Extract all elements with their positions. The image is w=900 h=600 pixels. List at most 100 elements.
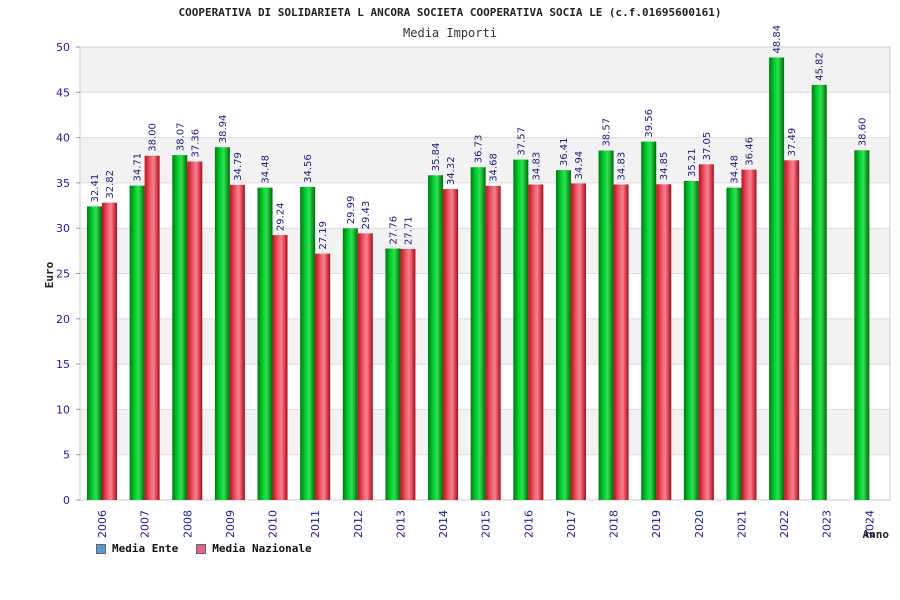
x-tick-label: 2008 xyxy=(181,510,194,538)
bar-media-ente xyxy=(726,187,742,500)
x-tick-label: 2015 xyxy=(480,510,493,538)
x-tick-label: 2010 xyxy=(267,510,280,538)
x-tick-label: 2020 xyxy=(693,510,706,538)
bar-media-nazionale xyxy=(272,235,288,500)
x-tick-label: 2009 xyxy=(224,510,237,538)
data-label: 37.36 xyxy=(190,129,201,158)
bar-media-ente xyxy=(854,150,870,500)
bar-media-ente xyxy=(470,167,486,500)
y-tick-label: 35 xyxy=(56,177,70,190)
data-label: 37.49 xyxy=(787,128,798,157)
x-tick-label: 2006 xyxy=(96,510,109,538)
data-label: 29.43 xyxy=(361,201,372,230)
bar-media-ente xyxy=(769,57,785,500)
data-label: 34.83 xyxy=(617,152,628,181)
y-tick-label: 20 xyxy=(56,313,70,326)
data-label: 27.19 xyxy=(318,221,329,250)
bar-media-ente xyxy=(300,186,316,500)
x-tick-label: 2017 xyxy=(565,510,578,538)
bar-media-nazionale xyxy=(357,233,373,500)
x-tick-label: 2023 xyxy=(821,510,834,538)
bar-media-ente xyxy=(811,84,827,501)
y-tick-label: 50 xyxy=(56,41,70,54)
data-label: 32.82 xyxy=(105,170,116,199)
bar-media-nazionale xyxy=(229,184,245,500)
data-label: 34.85 xyxy=(659,152,670,181)
bar-media-nazionale xyxy=(187,161,203,500)
data-label: 48.84 xyxy=(772,25,783,54)
y-tick-label: 25 xyxy=(56,268,70,281)
bar-media-nazionale xyxy=(315,253,331,500)
bar-media-ente xyxy=(257,187,273,500)
x-tick-label: 2014 xyxy=(437,510,450,538)
bar-media-ente xyxy=(598,150,614,501)
x-tick-label: 2018 xyxy=(608,510,621,538)
x-tick-label: 2022 xyxy=(778,510,791,538)
x-tick-label: 2013 xyxy=(394,510,407,538)
legend-label-media-ente: Media Ente xyxy=(112,542,179,555)
bar-media-ente xyxy=(641,141,657,500)
bar-media-nazionale xyxy=(485,185,501,500)
data-label: 38.07 xyxy=(175,122,186,151)
bar-media-ente xyxy=(555,170,571,500)
data-label: 36.46 xyxy=(744,137,755,166)
x-tick-label: 2012 xyxy=(352,510,365,538)
bar-media-ente xyxy=(87,206,102,500)
legend-swatch-media-ente xyxy=(96,543,106,554)
data-label: 45.82 xyxy=(815,52,826,81)
bar-media-nazionale xyxy=(784,160,800,500)
data-label: 34.48 xyxy=(729,155,740,184)
y-tick-label: 5 xyxy=(63,449,70,462)
y-axis-label: Euro xyxy=(43,261,56,288)
data-label: 36.41 xyxy=(559,137,570,166)
data-label: 29.24 xyxy=(276,202,287,231)
bars-group xyxy=(87,57,870,501)
data-label: 37.05 xyxy=(702,132,713,161)
x-axis-label: Anno xyxy=(863,528,890,541)
bar-media-nazionale xyxy=(741,169,757,500)
bar-media-nazionale xyxy=(400,248,416,500)
data-label: 34.94 xyxy=(574,151,585,180)
plot-band xyxy=(80,47,890,93)
data-label: 38.00 xyxy=(148,123,159,152)
x-tick-label: 2021 xyxy=(735,510,748,538)
y-axis-ticks: 0 5 10 15 20 25 30 35 40 45 50 xyxy=(56,41,80,507)
data-label: 34.79 xyxy=(233,152,244,181)
x-tick-label: 2016 xyxy=(522,510,535,538)
data-label: 32.41 xyxy=(90,174,101,203)
bar-media-ente xyxy=(342,228,358,501)
bar-media-ente xyxy=(385,248,401,500)
chart-title: COOPERATIVA DI SOLIDARIETA L ANCORA SOCI… xyxy=(178,6,721,19)
bar-media-ente xyxy=(172,155,188,500)
data-label: 38.57 xyxy=(602,118,613,147)
y-tick-label: 0 xyxy=(63,494,70,507)
legend-item-media-nazionale: Media Nazionale xyxy=(196,542,312,555)
data-label: 34.56 xyxy=(303,154,314,183)
legend: Media Ente Media Nazionale xyxy=(96,542,312,555)
data-label: 34.68 xyxy=(489,153,500,182)
bar-media-nazionale xyxy=(698,164,714,500)
legend-item-media-ente: Media Ente xyxy=(96,542,178,555)
y-tick-label: 30 xyxy=(56,222,70,235)
data-label: 29.99 xyxy=(346,196,357,225)
data-label: 38.60 xyxy=(857,118,868,147)
data-label: 27.71 xyxy=(403,216,414,245)
data-label: 27.76 xyxy=(388,216,399,245)
chart-subtitle: Media Importi xyxy=(403,26,497,40)
legend-swatch-media-nazionale xyxy=(196,543,207,554)
value-labels-group: 32.41 34.71 38.07 38.94 34.48 34.56 29.99 27.76… xyxy=(90,25,868,250)
data-label: 34.83 xyxy=(531,152,542,181)
bar-media-nazionale xyxy=(570,183,586,500)
x-tick-label: 2024 xyxy=(863,510,876,538)
data-label: 35.21 xyxy=(687,148,698,177)
bar-media-nazionale xyxy=(613,184,629,501)
data-label: 35.84 xyxy=(431,143,442,172)
bar-media-ente xyxy=(513,159,529,501)
x-tick-label: 2007 xyxy=(139,510,152,538)
data-label: 34.71 xyxy=(133,153,144,182)
x-tick-label: 2011 xyxy=(309,510,322,538)
legend-label-media-nazionale: Media Nazionale xyxy=(212,542,312,555)
bar-media-nazionale xyxy=(443,189,459,501)
data-label: 38.94 xyxy=(218,115,229,144)
